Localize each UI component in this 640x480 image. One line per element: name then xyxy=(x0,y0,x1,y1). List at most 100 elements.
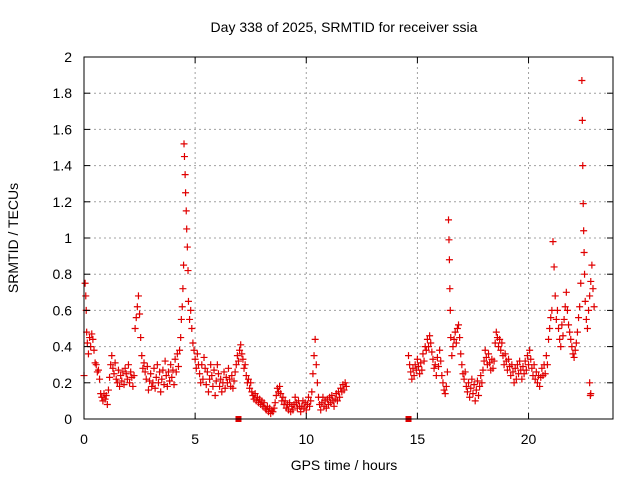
data-point xyxy=(552,315,560,323)
data-point xyxy=(184,297,192,305)
chart-title: Day 338 of 2025, SRMTID for receiver ssi… xyxy=(211,19,478,35)
data-point xyxy=(507,372,515,380)
data-point xyxy=(558,321,566,329)
data-point xyxy=(159,366,167,374)
data-point xyxy=(304,393,312,401)
data-point xyxy=(425,343,433,351)
y-tick-label: 0.6 xyxy=(53,302,73,318)
data-point xyxy=(405,352,413,360)
data-point xyxy=(107,361,115,369)
data-point xyxy=(220,368,228,376)
data-point xyxy=(309,370,317,378)
data-point xyxy=(572,339,580,347)
data-point xyxy=(475,391,483,399)
data-point xyxy=(341,379,349,387)
data-point xyxy=(438,372,446,380)
data-point xyxy=(455,321,463,329)
data-point xyxy=(123,375,131,383)
data-point xyxy=(575,314,583,322)
data-point xyxy=(162,372,170,380)
data-point xyxy=(247,379,255,387)
data-point xyxy=(543,361,551,369)
data-point xyxy=(578,77,586,85)
data-point xyxy=(196,370,204,378)
data-point xyxy=(336,393,344,401)
data-point xyxy=(418,366,426,374)
data-point xyxy=(116,382,124,390)
data-point xyxy=(137,334,145,342)
data-point xyxy=(171,355,179,363)
data-point xyxy=(81,279,89,287)
data-point xyxy=(90,346,98,354)
data-point xyxy=(462,382,470,390)
data-point xyxy=(232,361,240,369)
data-point xyxy=(426,332,434,340)
data-point xyxy=(571,346,579,354)
data-point xyxy=(276,382,284,390)
data-point xyxy=(451,328,459,336)
data-point xyxy=(291,393,299,401)
data-point xyxy=(136,310,144,318)
data-point xyxy=(133,303,141,311)
data-point xyxy=(562,288,570,296)
data-point xyxy=(110,370,118,378)
data-point xyxy=(93,368,101,376)
data-point xyxy=(150,364,158,372)
data-point xyxy=(587,390,595,398)
data-point xyxy=(91,359,99,367)
data-point xyxy=(410,372,418,380)
data-point xyxy=(441,390,449,398)
data-point xyxy=(114,366,122,374)
data-point xyxy=(509,368,517,376)
data-point xyxy=(189,339,197,347)
data-point xyxy=(121,364,129,372)
data-point xyxy=(143,363,151,371)
data-point xyxy=(209,382,217,390)
data-point xyxy=(96,375,104,383)
data-point xyxy=(570,353,578,361)
data-point xyxy=(269,408,277,416)
data-point xyxy=(559,332,567,340)
data-point xyxy=(271,399,279,407)
data-point xyxy=(408,375,416,383)
data-point xyxy=(532,368,540,376)
data-point xyxy=(161,357,169,365)
data-point xyxy=(202,381,210,389)
data-point xyxy=(580,248,588,256)
data-point xyxy=(498,339,506,347)
data-point xyxy=(479,366,487,374)
data-point xyxy=(103,401,111,409)
data-point xyxy=(465,379,473,387)
data-point xyxy=(416,370,424,378)
data-point xyxy=(166,377,174,385)
data-point xyxy=(587,277,595,285)
data-point xyxy=(242,372,250,380)
data-point xyxy=(177,334,185,342)
data-point xyxy=(526,346,534,354)
data-point xyxy=(132,314,140,322)
data-point xyxy=(239,355,247,363)
data-point xyxy=(555,325,563,332)
data-point xyxy=(476,382,484,390)
data-point xyxy=(456,334,464,342)
data-point xyxy=(440,386,448,394)
data-point xyxy=(467,384,475,392)
y-tick-label: 0.2 xyxy=(53,375,73,391)
data-point xyxy=(556,335,564,343)
data-point xyxy=(495,343,503,351)
data-point xyxy=(140,359,148,367)
data-point xyxy=(230,377,238,385)
data-point xyxy=(173,350,181,358)
data-point xyxy=(183,225,191,233)
data-point xyxy=(436,346,444,354)
data-point xyxy=(142,375,150,383)
data-point xyxy=(581,297,589,305)
data-point xyxy=(181,171,189,179)
data-point xyxy=(200,353,208,361)
data-point xyxy=(513,361,521,369)
data-point xyxy=(491,339,499,347)
data-point xyxy=(557,343,565,351)
data-point xyxy=(217,375,225,383)
data-point xyxy=(183,243,191,251)
data-point xyxy=(104,386,112,394)
